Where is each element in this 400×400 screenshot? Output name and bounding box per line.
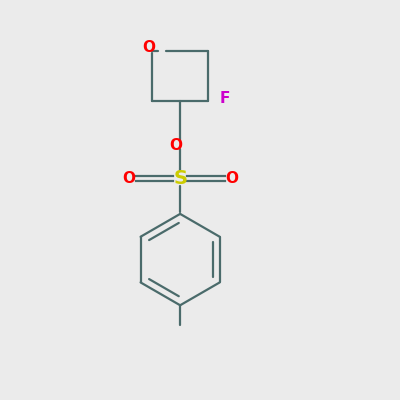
Text: F: F (220, 91, 230, 106)
Text: O: O (122, 171, 135, 186)
Text: O: O (225, 171, 238, 186)
Text: S: S (173, 169, 187, 188)
Text: O: O (142, 40, 155, 55)
Text: O: O (169, 138, 182, 153)
